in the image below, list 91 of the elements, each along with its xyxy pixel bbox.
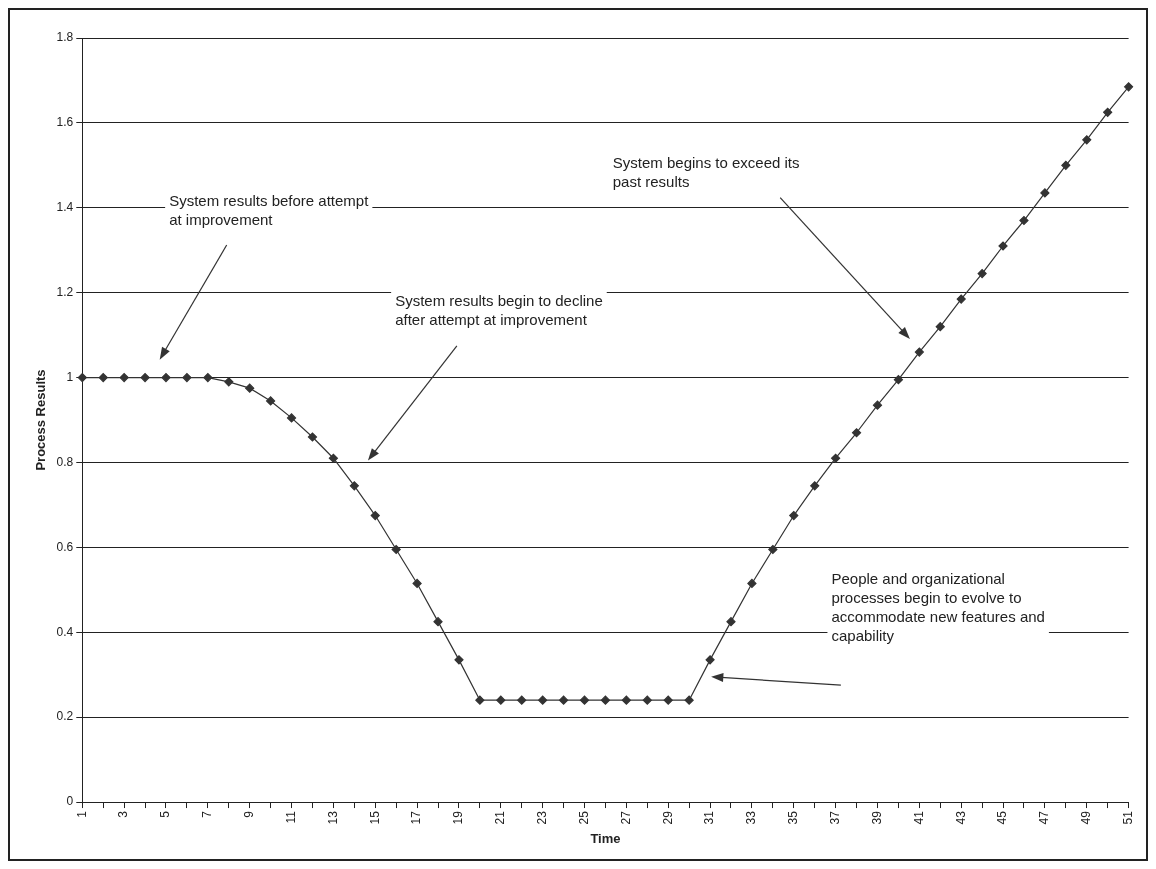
point bbox=[747, 578, 757, 589]
x-tick-label: 1 bbox=[74, 810, 89, 818]
x-tick-label: 15 bbox=[367, 810, 382, 825]
point bbox=[642, 695, 652, 705]
point bbox=[98, 372, 108, 383]
point bbox=[224, 377, 234, 387]
point bbox=[810, 481, 820, 491]
point bbox=[621, 695, 631, 705]
y-tick-label: 0.8 bbox=[56, 454, 74, 469]
x-tick-label: 13 bbox=[325, 810, 340, 825]
x-tick-label: 9 bbox=[242, 810, 257, 818]
point bbox=[977, 268, 987, 279]
point bbox=[349, 481, 359, 491]
x-tick-label: 37 bbox=[827, 810, 842, 825]
point bbox=[496, 695, 506, 705]
point bbox=[119, 372, 129, 383]
y-tick-label: 0 bbox=[66, 794, 74, 809]
point bbox=[935, 322, 945, 332]
point bbox=[203, 372, 213, 383]
point bbox=[1040, 188, 1050, 198]
point bbox=[663, 695, 673, 705]
annotation: System begins to exceed its past results bbox=[612, 154, 800, 191]
x-tick-label: 3 bbox=[116, 810, 131, 818]
point bbox=[831, 453, 841, 463]
point bbox=[391, 544, 401, 555]
point bbox=[1019, 215, 1029, 226]
annotation: System results before attempt at improvement bbox=[169, 192, 370, 229]
point bbox=[851, 428, 862, 438]
x-tick-label: 31 bbox=[702, 810, 717, 825]
point bbox=[182, 372, 192, 383]
x-tick-label: 19 bbox=[451, 810, 466, 825]
y-axis-title: Process Results bbox=[33, 369, 49, 471]
point bbox=[914, 347, 924, 357]
point bbox=[433, 617, 443, 627]
x-tick-label: 21 bbox=[493, 810, 508, 825]
x-tick-label: 33 bbox=[744, 810, 759, 825]
x-tick-label: 7 bbox=[200, 810, 215, 818]
x-tick-label: 41 bbox=[911, 810, 926, 825]
point bbox=[1124, 82, 1134, 92]
point bbox=[245, 383, 255, 393]
y-tick-label: 1.2 bbox=[56, 285, 74, 299]
point bbox=[454, 655, 464, 665]
x-tick-label: 23 bbox=[534, 810, 549, 825]
y-tick-label: 0.4 bbox=[56, 624, 74, 639]
point bbox=[1082, 135, 1092, 145]
point bbox=[872, 400, 883, 410]
point bbox=[558, 695, 569, 705]
x-tick-label: 45 bbox=[995, 810, 1010, 825]
x-tick-label: 27 bbox=[618, 810, 633, 825]
point bbox=[475, 695, 485, 705]
x-tick-label: 25 bbox=[576, 810, 591, 825]
annotation: System results begin to decline after attempt at improvement bbox=[395, 291, 603, 328]
point bbox=[538, 695, 548, 705]
point bbox=[370, 510, 380, 521]
x-tick-label: 51 bbox=[1120, 810, 1135, 825]
x-tick-label: 11 bbox=[283, 810, 298, 824]
point bbox=[600, 695, 611, 705]
y-tick-label: 1 bbox=[66, 369, 74, 384]
point bbox=[412, 578, 422, 589]
point bbox=[1103, 107, 1113, 117]
x-tick-label: 39 bbox=[869, 810, 884, 825]
point bbox=[684, 695, 694, 705]
point bbox=[286, 413, 297, 423]
point bbox=[517, 695, 527, 705]
point bbox=[579, 695, 590, 705]
x-tick-label: 35 bbox=[786, 810, 801, 825]
y-tick-label: 1.6 bbox=[56, 115, 74, 130]
point bbox=[705, 655, 715, 665]
point bbox=[893, 375, 904, 385]
x-tick-label: 5 bbox=[158, 810, 173, 818]
x-tick-label: 17 bbox=[409, 810, 424, 825]
point bbox=[768, 544, 778, 555]
point bbox=[307, 432, 318, 442]
y-tick-label: 1.8 bbox=[56, 30, 74, 45]
point bbox=[140, 372, 150, 383]
y-tick-label: 0.6 bbox=[56, 539, 74, 554]
x-tick-label: 47 bbox=[1037, 810, 1052, 825]
point bbox=[789, 510, 799, 521]
y-tick-label: 1.4 bbox=[56, 200, 74, 215]
point bbox=[161, 372, 171, 383]
x-axis-title: Time bbox=[590, 830, 621, 846]
point bbox=[956, 294, 966, 304]
point bbox=[726, 617, 736, 627]
x-tick-label: 49 bbox=[1079, 810, 1094, 825]
x-tick-label: 29 bbox=[660, 810, 675, 825]
point bbox=[1061, 160, 1071, 170]
y-tick-label: 0.2 bbox=[56, 709, 74, 724]
point bbox=[328, 453, 338, 463]
x-tick-label: 43 bbox=[953, 810, 968, 825]
annotation: People and organizational processes begin to evolve to accommodate new features and capability bbox=[831, 570, 1045, 645]
point bbox=[266, 396, 276, 406]
